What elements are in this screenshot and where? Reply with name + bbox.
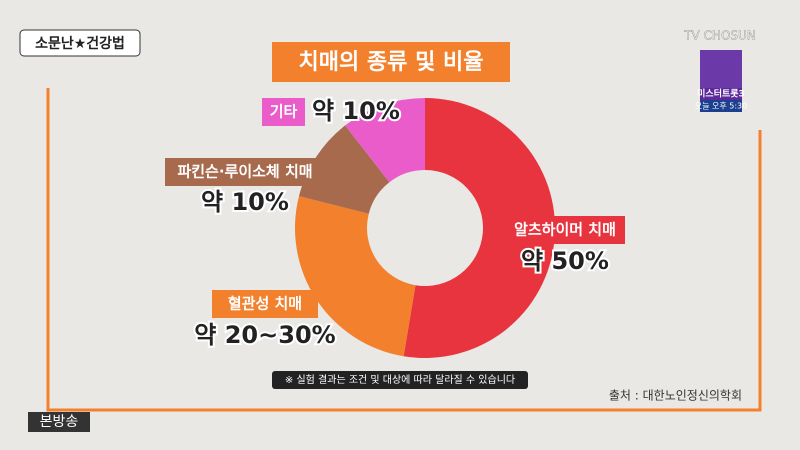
label-box	[165, 158, 325, 186]
frame	[46, 88, 762, 412]
logo: 소문난★건강법	[35, 35, 125, 52]
promo-title: 미스터트롯3	[697, 88, 745, 100]
note-box	[272, 371, 528, 389]
value-label: 약 20~30%	[194, 321, 335, 349]
slice	[403, 98, 555, 358]
logo-box	[19, 29, 141, 57]
promo-image	[700, 50, 742, 88]
slice	[345, 98, 425, 183]
source: 출처 : 대한노인정신의학회	[609, 389, 742, 403]
slice	[295, 196, 416, 357]
promo-time: 오늘 오후 5:30	[695, 102, 748, 111]
category-label: 알츠하이머 치매	[514, 221, 616, 239]
status-box	[28, 412, 90, 432]
chart-title: 치매의 종류 및 비율	[299, 50, 484, 75]
slice	[298, 125, 390, 214]
category-label: 파킨슨·루이소체 치매	[177, 163, 312, 181]
status: 본방송	[40, 414, 79, 430]
category-label: 혈관성 치매	[228, 295, 302, 313]
note: ※ 실험 결과는 조건 및 대상에 따라 달라질 수 있습니다	[285, 374, 515, 386]
value-label: 약 10%	[201, 188, 289, 216]
category-label: 기타	[270, 103, 298, 121]
promo-time-box	[700, 100, 742, 112]
title-box	[272, 42, 510, 82]
label-box	[212, 290, 318, 318]
frame-line	[46, 88, 762, 412]
value-label: 약 10%	[312, 97, 400, 125]
promo-title-box	[700, 88, 742, 100]
value-label: 약 50%	[521, 247, 609, 275]
channel: TV CHOSUN	[683, 29, 756, 43]
label-box	[505, 216, 625, 244]
label-box	[262, 98, 305, 126]
